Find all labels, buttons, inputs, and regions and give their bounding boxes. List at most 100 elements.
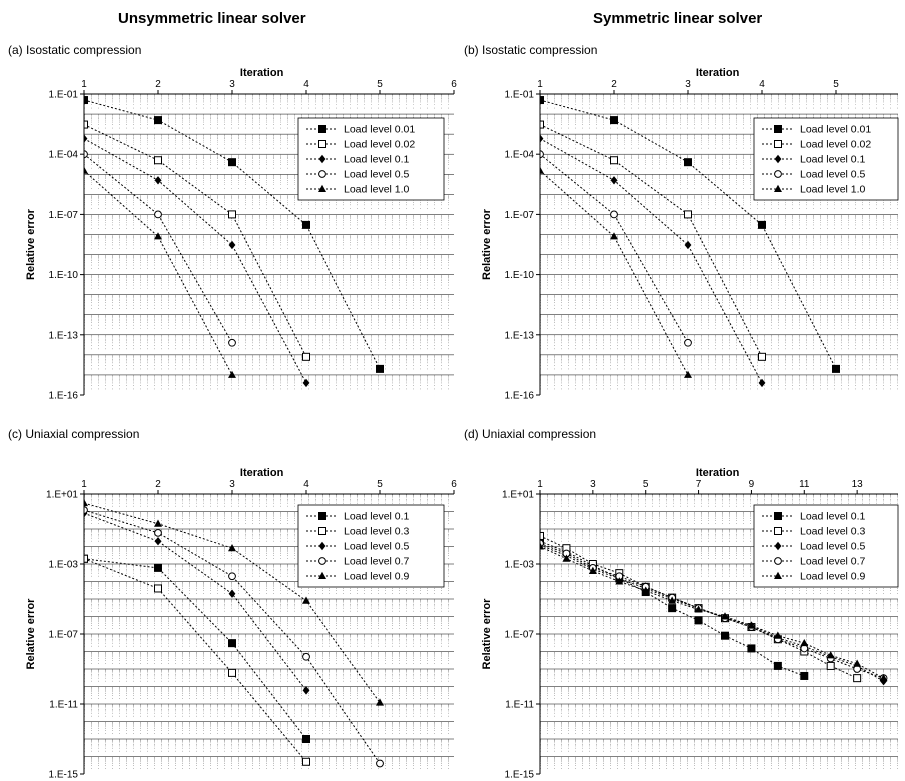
x-axis-title: Iteration	[696, 467, 740, 479]
data-point	[684, 210, 692, 219]
y-tick-label: 1.E+01	[46, 490, 78, 501]
legend-marker	[318, 527, 326, 535]
y-axis-title: Relative error	[481, 598, 493, 670]
data-point	[228, 370, 236, 378]
x-axis-title: Iteration	[240, 67, 284, 79]
data-point	[154, 210, 162, 219]
legend-marker	[774, 557, 782, 565]
series-line	[84, 558, 307, 763]
legend-label: Load level 0.9	[800, 571, 866, 583]
y-tick-label: 1.E-04	[49, 150, 79, 161]
x-tick-label: 1	[81, 479, 87, 490]
x-tick-label: 5	[377, 79, 383, 90]
data-point	[376, 364, 384, 373]
y-tick-label: 1.E-01	[49, 90, 79, 101]
data-point	[758, 378, 766, 388]
data-point	[228, 589, 236, 598]
data-point	[154, 528, 162, 537]
data-point	[610, 156, 618, 165]
y-tick-label: 1.E-15	[49, 770, 79, 781]
legend-label: Load level 0.7	[800, 556, 866, 568]
y-tick-label: 1.E-07	[505, 210, 535, 221]
series-3	[84, 134, 310, 388]
legend-marker	[774, 154, 782, 164]
data-point	[154, 156, 162, 165]
x-tick-label: 2	[611, 79, 617, 90]
legend-label: Load level 0.1	[344, 511, 410, 523]
x-axis-title: Iteration	[696, 67, 740, 79]
data-point	[84, 150, 88, 159]
data-point	[84, 498, 88, 507]
y-tick-label: 1.E-15	[505, 770, 535, 781]
y-tick-label: 1.E-07	[49, 630, 79, 641]
data-point	[668, 604, 677, 613]
legend-marker	[318, 125, 326, 133]
y-axis-title: Relative error	[481, 208, 493, 280]
data-point	[376, 759, 384, 768]
legend-marker	[318, 541, 326, 551]
panel-label: (c) Uniaxial compression	[8, 427, 139, 441]
data-point	[154, 116, 162, 125]
data-point	[84, 96, 88, 105]
legend-label: Load level 0.01	[800, 124, 871, 136]
data-point	[826, 661, 835, 670]
y-tick-label: 1.E-04	[505, 150, 535, 161]
series-line	[540, 546, 884, 679]
data-point	[684, 370, 692, 378]
data-point	[302, 686, 310, 695]
data-point	[302, 378, 310, 388]
data-point	[684, 158, 692, 167]
data-point	[84, 506, 88, 515]
series-2	[540, 120, 766, 361]
legend: Load level 0.01 Load level 0.02 Load level…	[297, 117, 445, 201]
x-tick-label: 6	[451, 479, 457, 490]
series-1	[84, 554, 310, 743]
data-point	[154, 519, 162, 527]
data-point	[84, 120, 88, 129]
y-tick-label: 1.E-16	[49, 391, 79, 402]
x-tick-label: 11	[799, 479, 810, 490]
data-point	[758, 352, 766, 361]
data-point	[228, 158, 236, 167]
legend-label: Load level 1.0	[800, 184, 866, 196]
data-point	[540, 134, 544, 143]
legend-label: Load level 0.01	[344, 124, 415, 136]
x-tick-label: 4	[303, 79, 309, 90]
data-point	[694, 605, 703, 613]
x-tick-label: 3	[685, 79, 691, 90]
y-tick-label: 1.E+01	[502, 490, 534, 501]
series-line	[84, 512, 307, 691]
data-point	[228, 572, 236, 581]
data-point	[154, 563, 162, 572]
series-2	[84, 554, 310, 766]
y-tick-label: 1.E-03	[49, 560, 79, 571]
data-point	[540, 120, 544, 129]
data-point	[228, 338, 236, 347]
x-tick-label: 5	[833, 79, 839, 90]
data-point	[302, 735, 310, 743]
legend: Load level 0.1 Load level 0.3 Load level 0…	[753, 504, 899, 588]
y-tick-label: 1.E-03	[505, 560, 535, 571]
data-point	[826, 651, 835, 659]
data-point	[758, 220, 766, 229]
legend-marker	[774, 184, 782, 192]
chart-panel-c: (c) Uniaxial compression 1 2 3 4 5 6 Iteration 1…	[8, 427, 457, 781]
data-point	[800, 638, 809, 647]
legend-label: Load level 0.9	[344, 571, 410, 583]
data-point	[562, 554, 571, 562]
data-point	[154, 537, 162, 546]
data-point	[154, 232, 162, 240]
data-point	[540, 531, 544, 540]
data-point	[853, 674, 862, 683]
x-tick-label: 5	[377, 479, 383, 490]
data-point	[832, 364, 840, 373]
x-axis-title: Iteration	[240, 467, 284, 479]
y-axis-title: Relative error	[25, 208, 37, 280]
legend-label: Load level 0.7	[344, 556, 410, 568]
legend-label: Load level 0.02	[800, 139, 871, 151]
legend-marker	[318, 571, 326, 579]
y-tick-label: 1.E-10	[49, 270, 79, 281]
data-point	[588, 566, 597, 574]
legend-label: Load level 0.02	[344, 139, 415, 151]
y-tick-label: 1.E-11	[49, 700, 78, 711]
